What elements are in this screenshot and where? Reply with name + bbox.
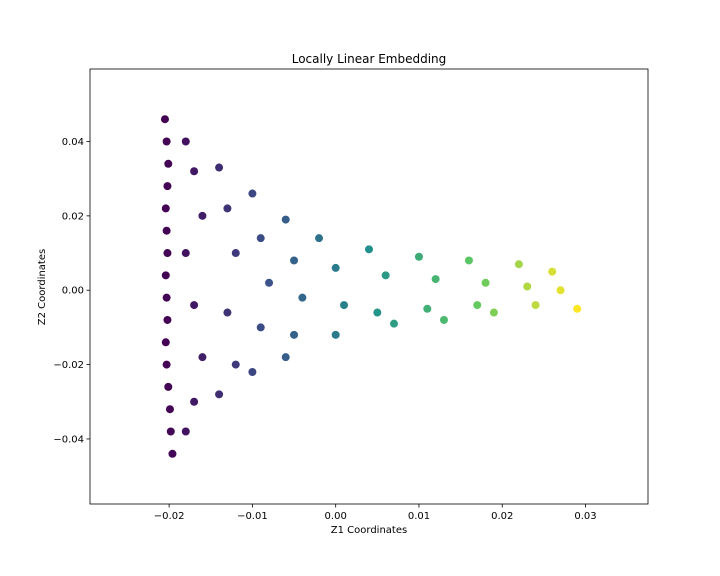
scatter-point <box>162 293 171 302</box>
scatter-points <box>160 115 582 458</box>
scatter-point <box>161 338 170 347</box>
scatter-point <box>431 275 440 284</box>
scatter-point <box>423 304 432 313</box>
x-axis-label: Z1 Coordinates <box>331 525 407 536</box>
scatter-point <box>223 308 232 317</box>
scatter-point <box>523 282 532 291</box>
scatter-point <box>573 304 582 313</box>
scatter-point <box>181 249 190 258</box>
scatter-point <box>181 137 190 146</box>
scatter-point <box>162 226 171 235</box>
scatter-point <box>489 308 498 317</box>
scatter-point <box>231 249 240 258</box>
scatter-point <box>162 137 171 146</box>
scatter-point <box>160 115 169 124</box>
scatter-point <box>166 427 175 436</box>
scatter-point <box>248 368 257 377</box>
y-tick-label: 0.00 <box>62 286 84 297</box>
scatter-point <box>161 271 170 280</box>
y-tick-label: 0.02 <box>62 211 84 222</box>
scatter-point <box>439 315 448 324</box>
x-axis-ticks: −0.02 −0.01 0.00 0.01 0.02 0.03 <box>154 504 597 522</box>
scatter-point <box>231 360 240 369</box>
scatter-point <box>163 315 172 324</box>
scatter-point <box>198 353 207 362</box>
scatter-point <box>163 182 172 191</box>
scatter-point <box>514 260 523 269</box>
scatter-point <box>248 189 257 198</box>
chart-title: Locally Linear Embedding <box>292 52 447 66</box>
scatter-point <box>281 215 290 224</box>
scatter-point <box>181 427 190 436</box>
scatter-point <box>223 204 232 213</box>
scatter-point <box>298 293 307 302</box>
scatter-point <box>481 278 490 287</box>
plot-frame <box>89 68 649 505</box>
x-tick-label: 0.02 <box>491 511 513 522</box>
scatter-point <box>331 330 340 339</box>
scatter-point <box>165 405 174 414</box>
scatter-point <box>290 330 299 339</box>
scatter-point <box>198 211 207 220</box>
x-tick-label: −0.02 <box>154 511 185 522</box>
scatter-point <box>190 397 199 406</box>
scatter-point <box>162 360 171 369</box>
scatter-point <box>161 204 170 213</box>
scatter-point <box>164 159 173 168</box>
scatter-point <box>215 390 224 399</box>
x-tick-label: −0.01 <box>237 511 268 522</box>
y-tick-label: −0.02 <box>53 360 84 371</box>
scatter-point <box>163 249 172 258</box>
scatter-point <box>414 252 423 261</box>
scatter-point <box>190 301 199 310</box>
scatter-point <box>281 353 290 362</box>
scatter-point <box>389 319 398 328</box>
scatter-point <box>290 256 299 265</box>
scatter-point <box>373 308 382 317</box>
scatter-point <box>473 301 482 310</box>
scatter-point <box>464 256 473 265</box>
x-tick-label: 0.00 <box>325 511 347 522</box>
scatter-point <box>340 301 349 310</box>
x-tick-label: 0.03 <box>574 511 596 522</box>
scatter-point <box>315 234 324 243</box>
scatter-point <box>256 323 265 332</box>
scatter-point <box>215 163 224 172</box>
scatter-point <box>548 267 557 276</box>
y-tick-label: 0.04 <box>62 137 84 148</box>
x-tick-label: 0.01 <box>408 511 430 522</box>
scatter-point <box>331 263 340 272</box>
scatter-point <box>556 286 565 295</box>
scatter-point <box>164 382 173 391</box>
scatter-point <box>190 167 199 176</box>
y-axis-label: Z2 Coordinates <box>37 249 48 325</box>
y-tick-label: −0.04 <box>53 434 84 445</box>
scatter-point <box>256 234 265 243</box>
scatter-point <box>381 271 390 280</box>
y-axis-ticks: −0.04 −0.02 0.00 0.02 0.04 <box>53 137 90 445</box>
scatter-point <box>531 301 540 310</box>
scatter-point <box>168 449 177 458</box>
scatter-point <box>365 245 373 254</box>
scatter-point <box>265 278 274 287</box>
